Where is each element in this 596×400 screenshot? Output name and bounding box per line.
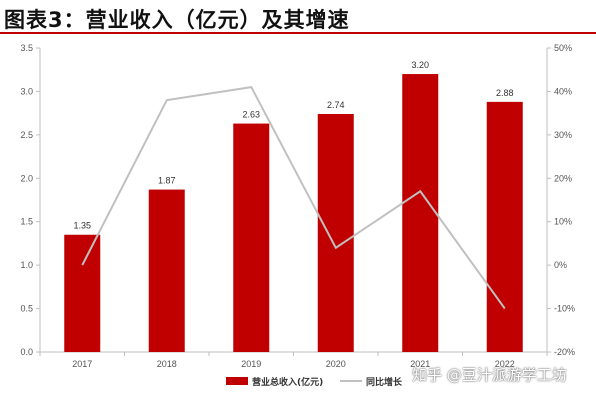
- left-tick-label: 0.0: [20, 347, 33, 357]
- watermark: 知乎 @豆汁派游学工坊: [412, 366, 567, 384]
- bar: [402, 74, 439, 353]
- right-tick-label: 50%: [554, 43, 572, 53]
- left-tick-label: 2.0: [20, 173, 33, 183]
- bar: [233, 123, 270, 353]
- bar-data-label: 1.87: [158, 176, 176, 186]
- legend-label-growth: 同比增长: [366, 376, 403, 388]
- bar-data-label: 2.63: [242, 110, 260, 120]
- bar: [317, 114, 354, 352]
- bar-data-label: 2.74: [327, 100, 345, 110]
- x-tick-label: 2021: [410, 359, 430, 369]
- right-tick-label: 0%: [554, 260, 567, 270]
- right-tick-label: -10%: [554, 304, 575, 314]
- right-tick-label: 40%: [554, 86, 572, 96]
- right-tick-label: 10%: [554, 217, 572, 227]
- x-tick-label: 2022: [495, 359, 515, 369]
- left-tick-label: 1.5: [20, 217, 33, 227]
- left-tick-label: 2.5: [20, 130, 33, 140]
- legend-swatch-bar: [226, 377, 248, 385]
- x-tick-label: 2019: [241, 359, 261, 369]
- title-bar: 图表3：营业收入（亿元）及其增速: [0, 0, 596, 34]
- x-tick-label: 2020: [326, 359, 346, 369]
- bar-data-label: 3.20: [411, 60, 429, 70]
- right-tick-label: 30%: [554, 130, 572, 140]
- growth-line: [81, 86, 506, 310]
- right-tick-label: -20%: [554, 347, 575, 357]
- bar: [148, 189, 185, 352]
- bar-data-label: 1.35: [73, 221, 91, 231]
- bar: [486, 101, 523, 352]
- right-tick-label: 20%: [554, 173, 572, 183]
- left-tick-label: 3.5: [20, 43, 33, 53]
- bar: [64, 234, 101, 352]
- legend-label-revenue: 营业总收入(亿元): [252, 376, 323, 388]
- left-tick-label: 1.0: [20, 260, 33, 270]
- bar-data-label: 2.88: [496, 88, 514, 98]
- left-tick-label: 0.5: [20, 304, 33, 314]
- left-tick-label: 3.0: [20, 86, 33, 96]
- chart-title: 图表3：营业收入（亿元）及其增速: [4, 8, 350, 32]
- x-tick-label: 2017: [72, 359, 92, 369]
- x-tick-label: 2018: [157, 359, 177, 369]
